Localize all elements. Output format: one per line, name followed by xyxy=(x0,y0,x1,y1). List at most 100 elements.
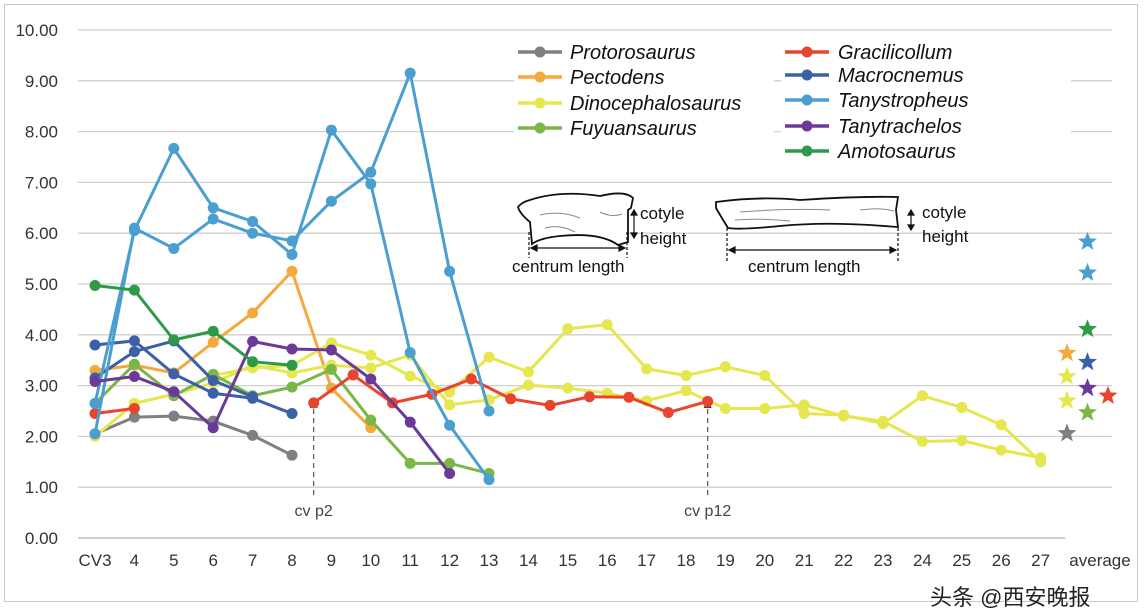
fuyuansaurus-point xyxy=(404,457,416,469)
amotosaurus-average-star-icon xyxy=(1078,319,1097,338)
macrocnemus-point xyxy=(128,335,140,347)
macrocnemus-point xyxy=(247,391,259,403)
tanystropheus-point xyxy=(207,213,219,225)
macrocnemus-point xyxy=(207,375,219,387)
legend-marker-icon xyxy=(534,71,546,83)
legend-marker-icon xyxy=(801,94,813,106)
legend-item-tanytrachelos: Tanytrachelos xyxy=(781,116,1071,138)
y-tick-label: 8.00 xyxy=(25,123,58,142)
amotosaurus-point xyxy=(247,356,259,368)
dinocephalosaurus-point xyxy=(916,435,928,447)
fuyuansaurus-point xyxy=(365,414,377,426)
x-tick-label: 26 xyxy=(992,551,1011,570)
gracilicollum-point xyxy=(347,369,359,381)
y-tick-label: 6.00 xyxy=(25,224,58,243)
dinocephalosaurus-point xyxy=(798,399,810,411)
dinocephalosaurus-line xyxy=(212,323,1042,463)
legend-marker-icon xyxy=(801,69,813,81)
tanystropheus-point xyxy=(128,222,140,234)
tanytrachelos-point xyxy=(207,422,219,434)
dinocephalosaurus-point xyxy=(680,385,692,397)
y-tick-label: 0.00 xyxy=(25,529,58,548)
legend-label: Macrocnemus xyxy=(838,65,964,87)
tanystropheus-point xyxy=(483,405,495,417)
protorosaurus-point xyxy=(247,429,259,441)
tanystropheus-average-star-icon xyxy=(1078,262,1097,281)
fuyuansaurus-point xyxy=(286,381,298,393)
pectodens-point xyxy=(207,336,219,348)
macrocnemus-point xyxy=(89,339,101,351)
tanystropheus-point xyxy=(325,195,337,207)
tanystropheus-point xyxy=(168,242,180,254)
dinocephalosaurus-point xyxy=(995,444,1007,456)
protorosaurus-point xyxy=(286,449,298,461)
y-tick-label: 1.00 xyxy=(25,478,58,497)
dinocephalosaurus-point xyxy=(365,362,377,374)
tanystropheus-point xyxy=(247,216,259,228)
macrocnemus-point xyxy=(128,346,140,358)
tanystropheus-point xyxy=(365,178,377,190)
x-tick-label: 18 xyxy=(677,551,696,570)
tanytrachelos-point xyxy=(444,467,456,479)
y-tick-label: 9.00 xyxy=(25,72,58,91)
x-tick-label: 16 xyxy=(598,551,617,570)
pectodens-point xyxy=(286,265,298,277)
tanystropheus-point xyxy=(168,142,180,154)
gracilicollum-point xyxy=(128,402,140,414)
dinocephalosaurus-point xyxy=(719,402,731,414)
macrocnemus-line xyxy=(94,339,293,415)
tanytrachelos-point xyxy=(286,343,298,355)
x-tick-label: average xyxy=(1069,551,1130,570)
annotation-label: cv p2 xyxy=(295,503,333,520)
tanystropheus-average-star-icon xyxy=(1078,231,1097,250)
short-vertebra-outline xyxy=(517,192,634,246)
dinocephalosaurus-point xyxy=(759,402,771,414)
tanytrachelos-point xyxy=(404,416,416,428)
right-height-label: height xyxy=(922,227,969,246)
dinocephalosaurus-point xyxy=(365,349,377,361)
protorosaurus-point xyxy=(128,411,140,423)
left-height-label: height xyxy=(640,229,687,248)
dinocephalosaurus-point xyxy=(562,382,574,394)
x-tick-label: 7 xyxy=(248,551,257,570)
tanystropheus-point xyxy=(89,428,101,440)
dinocephalosaurus-point xyxy=(483,351,495,363)
gracilicollum-point xyxy=(662,407,674,419)
tanystropheus-point xyxy=(483,474,495,486)
tanystropheus-point xyxy=(404,347,416,359)
x-tick-label: 17 xyxy=(637,551,656,570)
gracilicollum-average-star-icon xyxy=(1098,385,1118,404)
legend-item-macrocnemus: Macrocnemus xyxy=(781,65,1071,87)
legend-label: Tanytrachelos xyxy=(838,116,962,138)
dinocephalosaurus-point xyxy=(404,370,416,382)
tanytrachelos-point xyxy=(89,376,101,388)
x-tick-label: 15 xyxy=(558,551,577,570)
x-tick-label: 13 xyxy=(480,551,499,570)
x-tick-label: 20 xyxy=(755,551,774,570)
tanytrachelos-point xyxy=(128,370,140,382)
fuyuansaurus-average-star-icon xyxy=(1078,402,1097,421)
left-centrum-length-label: centrum length xyxy=(512,257,624,276)
amotosaurus-line xyxy=(94,284,293,367)
gracilicollum-point xyxy=(465,373,477,385)
dinocephalosaurus-point xyxy=(798,408,810,420)
long-vertebra-outline xyxy=(715,195,900,230)
y-tick-label: 4.00 xyxy=(25,326,58,345)
x-tick-label: 8 xyxy=(287,551,296,570)
dinocephalosaurus-point xyxy=(286,367,298,379)
gracilicollum-point xyxy=(583,391,595,403)
x-tick-label: 12 xyxy=(440,551,459,570)
dinocephalosaurus-point xyxy=(759,369,771,381)
dinocephalosaurus-point xyxy=(562,323,574,335)
y-tick-label: 7.00 xyxy=(25,173,58,192)
y-tick-label: 2.00 xyxy=(25,427,58,446)
x-tick-label: 6 xyxy=(208,551,217,570)
tanytrachelos-point xyxy=(247,335,259,347)
tanystropheus-point xyxy=(325,124,337,136)
amotosaurus-point xyxy=(89,280,101,292)
pectodens-point xyxy=(89,364,101,376)
legend-label: Tanystropheus xyxy=(838,90,968,112)
chart-frame xyxy=(4,4,1138,602)
protorosaurus-point xyxy=(168,410,180,422)
y-tick-label: 10.00 xyxy=(15,21,58,40)
